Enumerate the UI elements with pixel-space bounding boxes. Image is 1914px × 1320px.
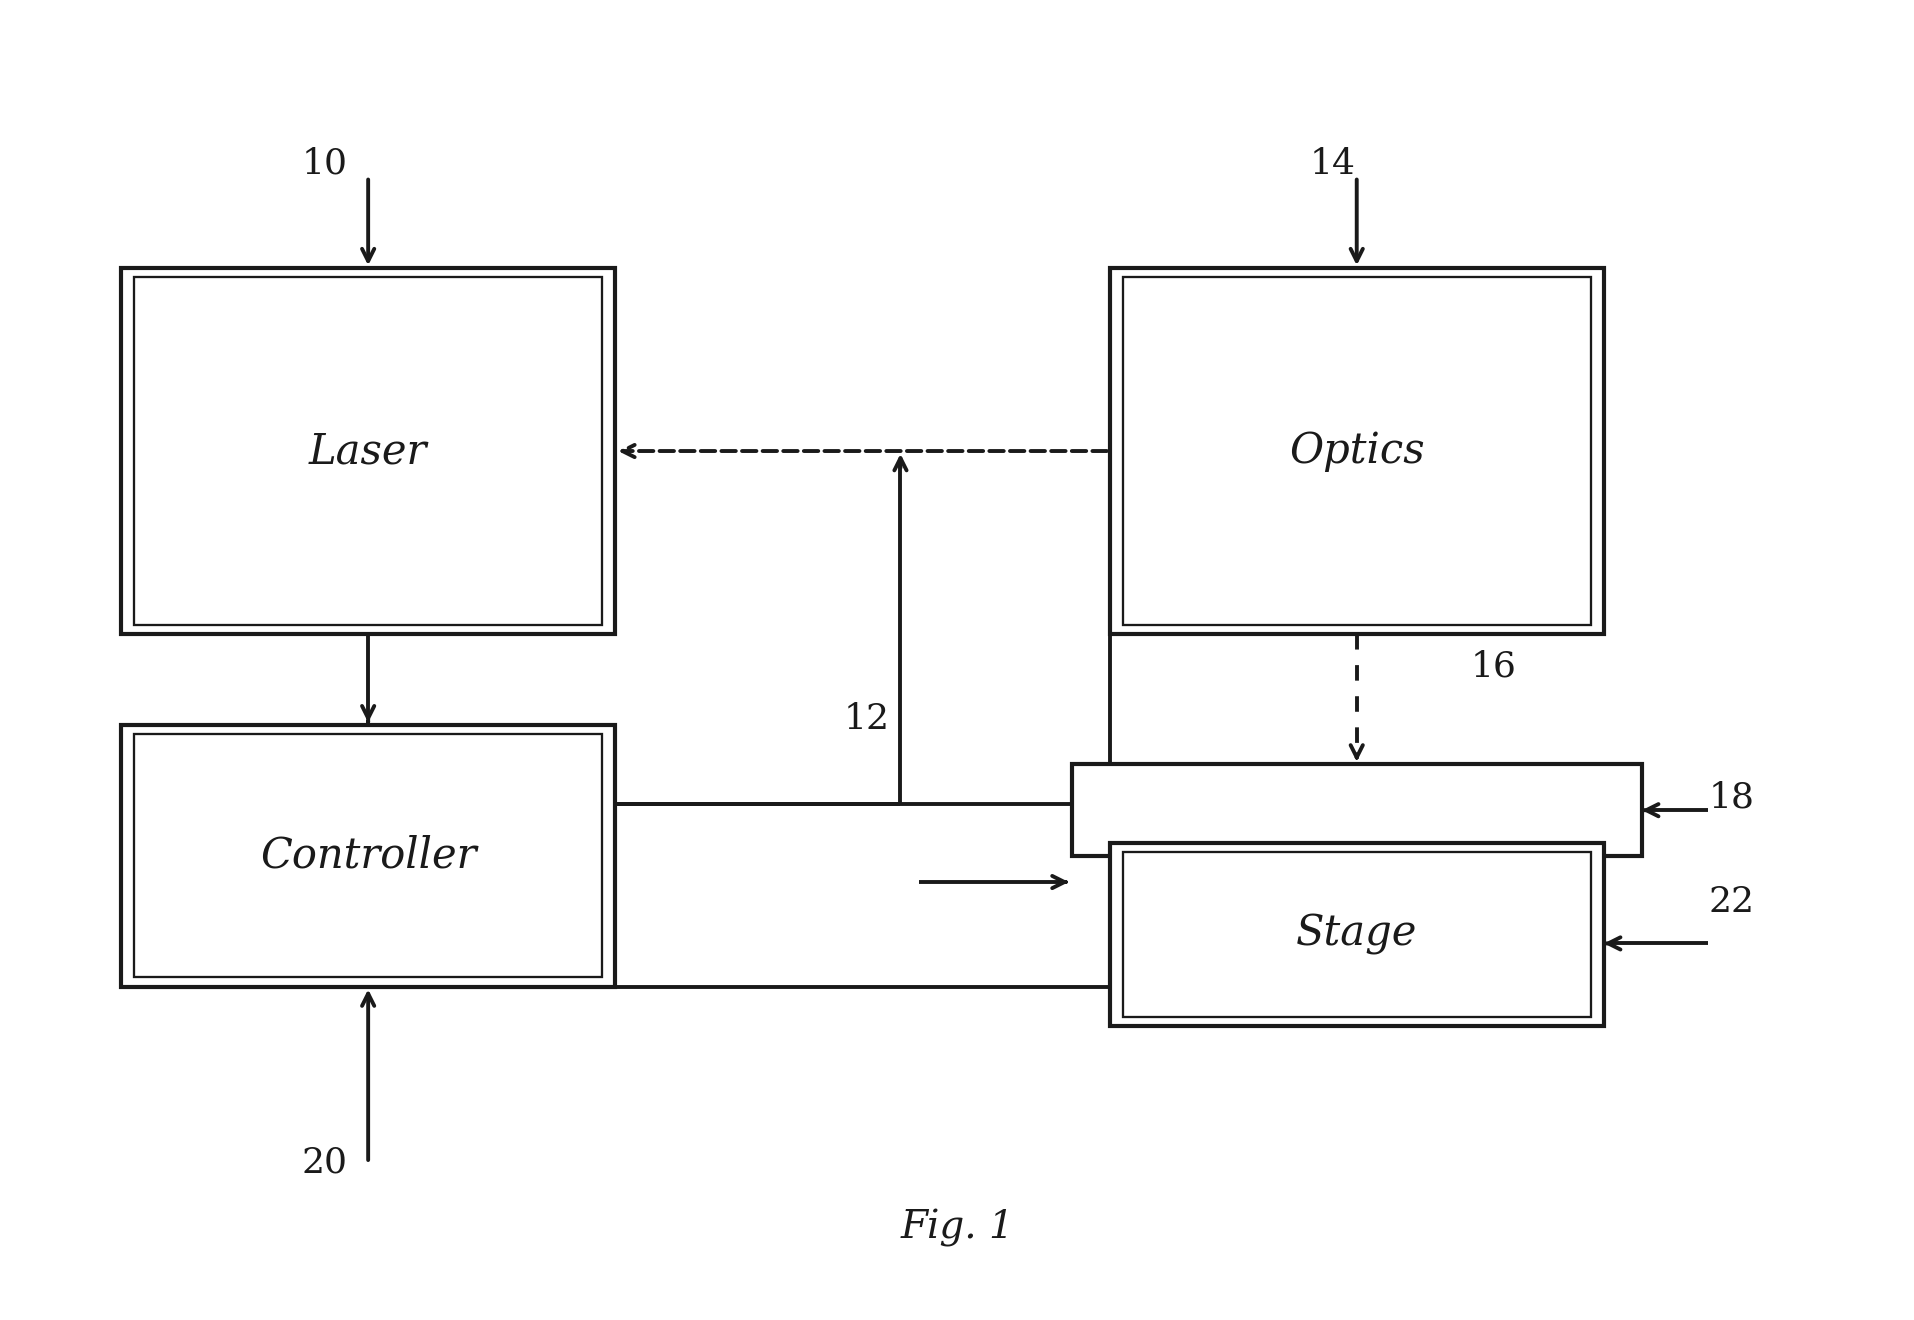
Bar	[134, 734, 601, 977]
Bar	[1122, 277, 1591, 624]
Text: Laser: Laser	[308, 430, 427, 473]
Text: 16: 16	[1470, 649, 1516, 684]
Text: 18: 18	[1707, 780, 1753, 814]
Text: 10: 10	[302, 147, 348, 181]
Bar	[1108, 268, 1604, 634]
Text: 14: 14	[1309, 147, 1355, 181]
Text: Fig. 1: Fig. 1	[900, 1209, 1014, 1247]
Text: Stage: Stage	[1296, 913, 1416, 956]
Text: 20: 20	[302, 1146, 348, 1180]
Text: Controller: Controller	[260, 836, 477, 876]
Bar	[121, 268, 614, 634]
Text: 22: 22	[1707, 884, 1753, 919]
Text: Optics: Optics	[1288, 430, 1424, 473]
Bar	[1072, 764, 1640, 855]
Bar	[121, 725, 614, 986]
Bar	[1108, 843, 1604, 1026]
Bar	[1122, 851, 1591, 1016]
Bar	[134, 277, 601, 624]
Text: 12: 12	[842, 702, 888, 735]
